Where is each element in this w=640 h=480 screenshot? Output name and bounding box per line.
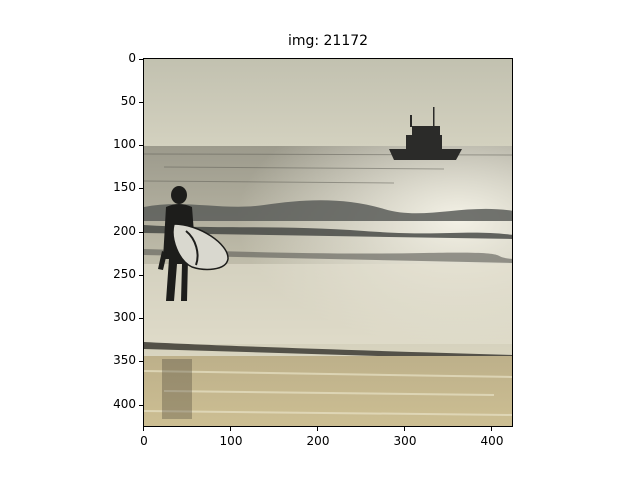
y-tick [139, 232, 143, 233]
y-tick-label: 200 [113, 224, 136, 238]
y-tick-label: 250 [113, 267, 136, 281]
y-tick-label: 50 [120, 94, 136, 108]
x-tick [404, 427, 405, 431]
x-tick [230, 427, 231, 431]
y-tick-label: 100 [113, 137, 136, 151]
boat [389, 107, 462, 160]
x-tick-label: 200 [306, 434, 330, 448]
sky [144, 59, 512, 146]
x-tick [491, 427, 492, 431]
x-tick [317, 427, 318, 431]
y-tick [139, 318, 143, 319]
y-tick [139, 59, 143, 60]
y-tick-label: 150 [113, 180, 136, 194]
surfboard [172, 223, 229, 271]
x-tick-label: 100 [219, 434, 243, 448]
x-tick-label: 0 [140, 434, 148, 448]
y-tick [139, 145, 143, 146]
y-tick-label: 350 [113, 353, 136, 367]
image-axes [143, 58, 513, 427]
beach-photo [144, 59, 512, 426]
shoreline [144, 342, 512, 360]
x-tick [143, 427, 144, 431]
y-tick-label: 0 [128, 51, 136, 65]
y-tick [139, 361, 143, 362]
x-tick-label: 400 [480, 434, 504, 448]
y-tick-label: 300 [113, 310, 136, 324]
y-tick [139, 188, 143, 189]
figure-title: img: 21172 [287, 33, 369, 49]
x-tick-label: 300 [393, 434, 417, 448]
y-tick [139, 102, 143, 103]
y-tick [139, 405, 143, 406]
y-tick [139, 275, 143, 276]
wave-crest [144, 200, 512, 221]
y-tick-label: 400 [113, 397, 136, 411]
